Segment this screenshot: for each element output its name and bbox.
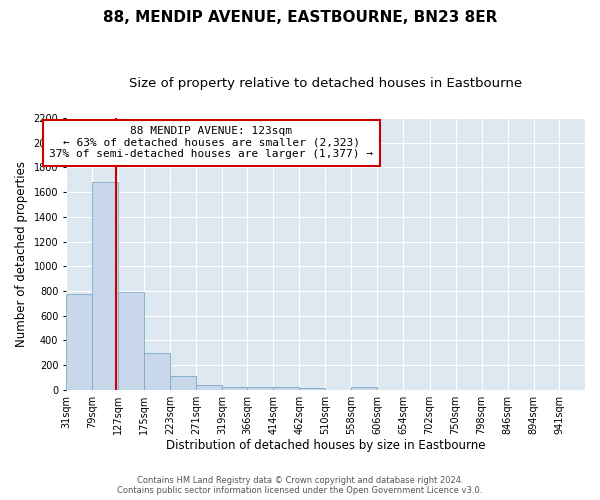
Title: Size of property relative to detached houses in Eastbourne: Size of property relative to detached ho…: [129, 78, 522, 90]
Bar: [118, 292, 144, 390]
Y-axis label: Number of detached properties: Number of detached properties: [15, 161, 28, 347]
Bar: [274, 387, 299, 390]
Bar: [170, 376, 196, 390]
Bar: [222, 386, 247, 390]
Bar: [196, 385, 222, 390]
Bar: [92, 182, 118, 390]
Bar: [247, 387, 274, 390]
Bar: [352, 387, 377, 390]
Bar: [144, 353, 170, 390]
X-axis label: Distribution of detached houses by size in Eastbourne: Distribution of detached houses by size …: [166, 440, 485, 452]
Text: 88, MENDIP AVENUE, EASTBOURNE, BN23 8ER: 88, MENDIP AVENUE, EASTBOURNE, BN23 8ER: [103, 10, 497, 25]
Bar: [299, 388, 325, 390]
Bar: [66, 294, 92, 390]
Text: 88 MENDIP AVENUE: 123sqm
← 63% of detached houses are smaller (2,323)
37% of sem: 88 MENDIP AVENUE: 123sqm ← 63% of detach…: [49, 126, 373, 160]
Text: Contains HM Land Registry data © Crown copyright and database right 2024.
Contai: Contains HM Land Registry data © Crown c…: [118, 476, 482, 495]
